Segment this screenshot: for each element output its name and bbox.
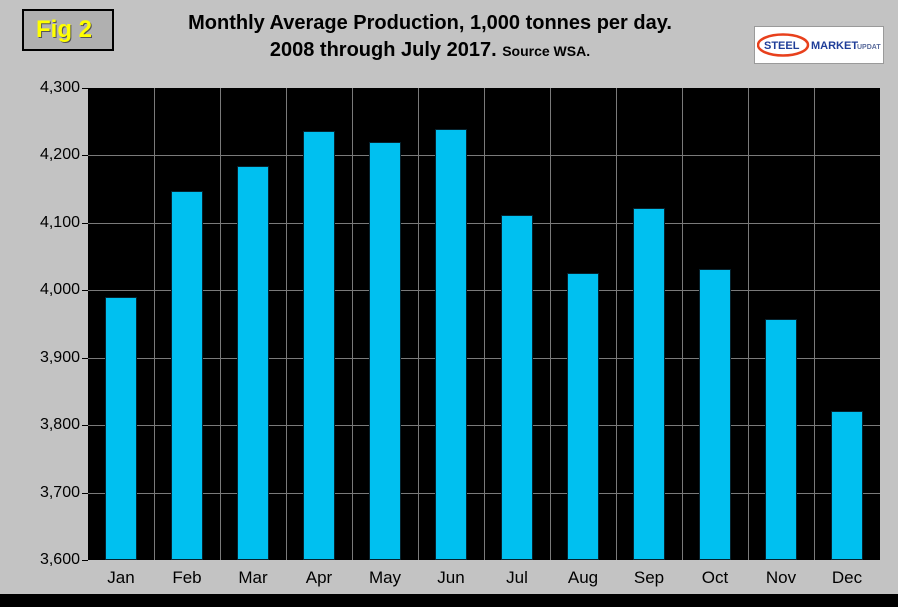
gridline-vertical [550,88,551,560]
y-axis-tick [82,155,88,156]
logo-word-steel: STEEL [764,40,800,52]
figure-label: Fig 2 [22,9,114,51]
logo-swoosh-icon [757,33,810,57]
y-axis-tick [82,493,88,494]
y-axis-tick [82,290,88,291]
logo-word-market: MARKET [811,40,858,52]
chart-title-line1: Monthly Average Production, 1,000 tonnes… [188,12,672,34]
gridline-vertical [220,88,221,560]
gridline-vertical [286,88,287,560]
bar-jan [105,297,137,560]
x-axis-label-sep: Sep [633,568,665,587]
x-axis-label-oct: Oct [701,568,729,587]
bar-aug [567,273,599,560]
gridline-vertical [616,88,617,560]
gridline-vertical [748,88,749,560]
y-axis-label: 3,900 [39,349,80,366]
gridline-vertical [352,88,353,560]
x-axis-label-jul: Jul [506,568,528,587]
bar-jun [435,129,467,560]
y-axis-tick [82,358,88,359]
x-axis-label-nov: Nov [765,568,797,587]
plot-area [88,88,880,560]
y-axis-tick [82,425,88,426]
gridline-vertical [682,88,683,560]
bar-apr [303,131,335,560]
chart-title-line2: 2008 through July 2017. Source WSA. [130,37,730,65]
gridline-vertical [154,88,155,560]
chart-source-note: Source WSA. [502,43,591,59]
logo-word-update: UPDATE [857,44,881,51]
x-axis-label-mar: Mar [238,568,268,587]
gridline-vertical [418,88,419,560]
bar-jul [501,215,533,560]
gridline-vertical [814,88,815,560]
y-axis-label: 3,600 [39,551,80,568]
chart-title: Monthly Average Production, 1,000 tonnes… [130,10,730,65]
bar-nov [765,319,797,560]
x-axis-label-aug: Aug [567,568,599,587]
x-axis-label-apr: Apr [305,568,333,587]
x-axis-label-jun: Jun [437,568,465,587]
y-axis-label: 4,000 [39,281,80,298]
y-axis-tick [82,88,88,89]
smu-logo: STEEL MARKET UPDATE [754,26,884,64]
smu-logo-graphic: STEEL MARKET UPDATE [757,33,881,57]
x-axis-label-may: May [368,568,402,587]
y-axis-label: 3,800 [39,416,80,433]
bar-oct [699,269,731,560]
y-axis-label: 4,100 [39,214,80,231]
y-axis-label: 4,300 [39,79,80,96]
y-axis-tick [82,560,88,561]
y-axis-label: 4,200 [39,146,80,163]
x-axis-label-jan: Jan [107,568,135,587]
x-axis-label-feb: Feb [172,568,202,587]
bottom-strip [0,594,898,607]
y-axis-tick [82,223,88,224]
bar-mar [237,166,269,560]
y-axis-label: 3,700 [39,484,80,501]
chart-title-line2-text: 2008 through July 2017. [269,39,497,61]
bar-feb [171,191,203,560]
x-axis-label-dec: Dec [831,568,863,587]
bar-dec [831,411,863,560]
gridline-vertical [484,88,485,560]
bar-may [369,142,401,560]
bar-sep [633,208,665,560]
